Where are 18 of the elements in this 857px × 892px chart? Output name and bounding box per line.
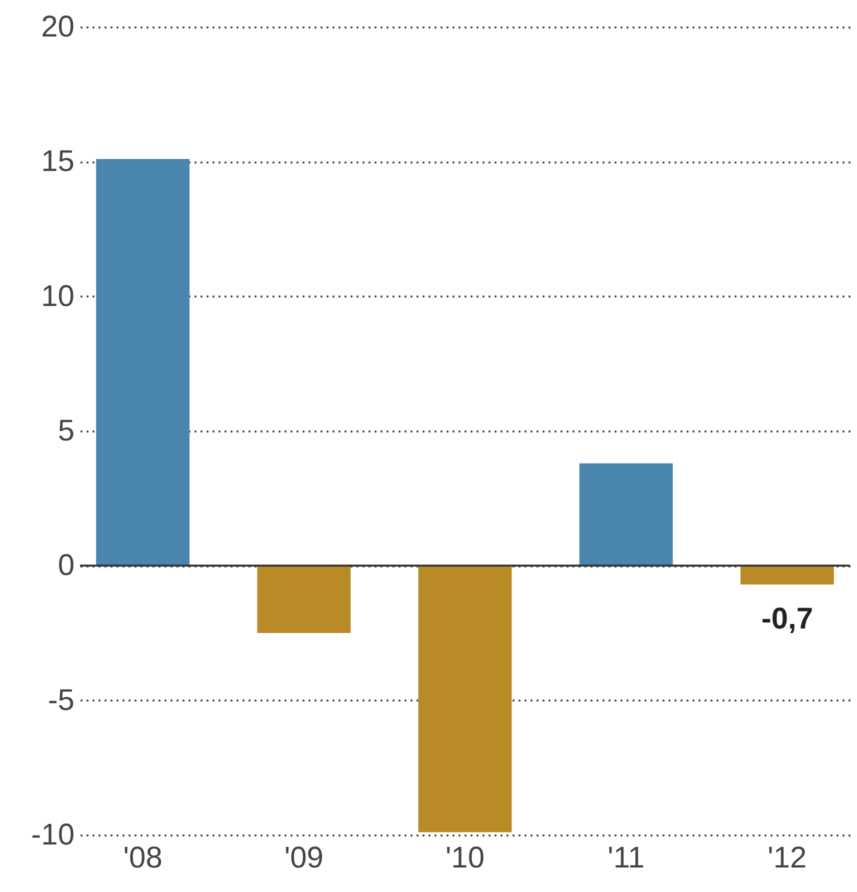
bar [96, 158, 190, 566]
x-tick-label: '09 [284, 842, 324, 874]
bar [579, 463, 673, 566]
y-tick-label: 5 [58, 414, 74, 448]
y-tick-label: 15 [41, 145, 74, 178]
y-tick-label: -5 [48, 684, 74, 717]
y-tick-label: 20 [41, 10, 74, 44]
y-tick-label: -10 [31, 818, 74, 852]
bar [257, 566, 351, 633]
bar [740, 566, 834, 585]
x-tick-label: '08 [123, 842, 162, 874]
bar [418, 566, 512, 832]
x-tick-label: '10 [445, 842, 485, 874]
y-tick-label: 10 [41, 280, 74, 313]
x-tick-label: '11 [608, 842, 645, 874]
y-tick-label: 0 [58, 549, 74, 582]
x-tick-label: '12 [768, 842, 807, 874]
data-label: -0,7 [761, 602, 814, 636]
